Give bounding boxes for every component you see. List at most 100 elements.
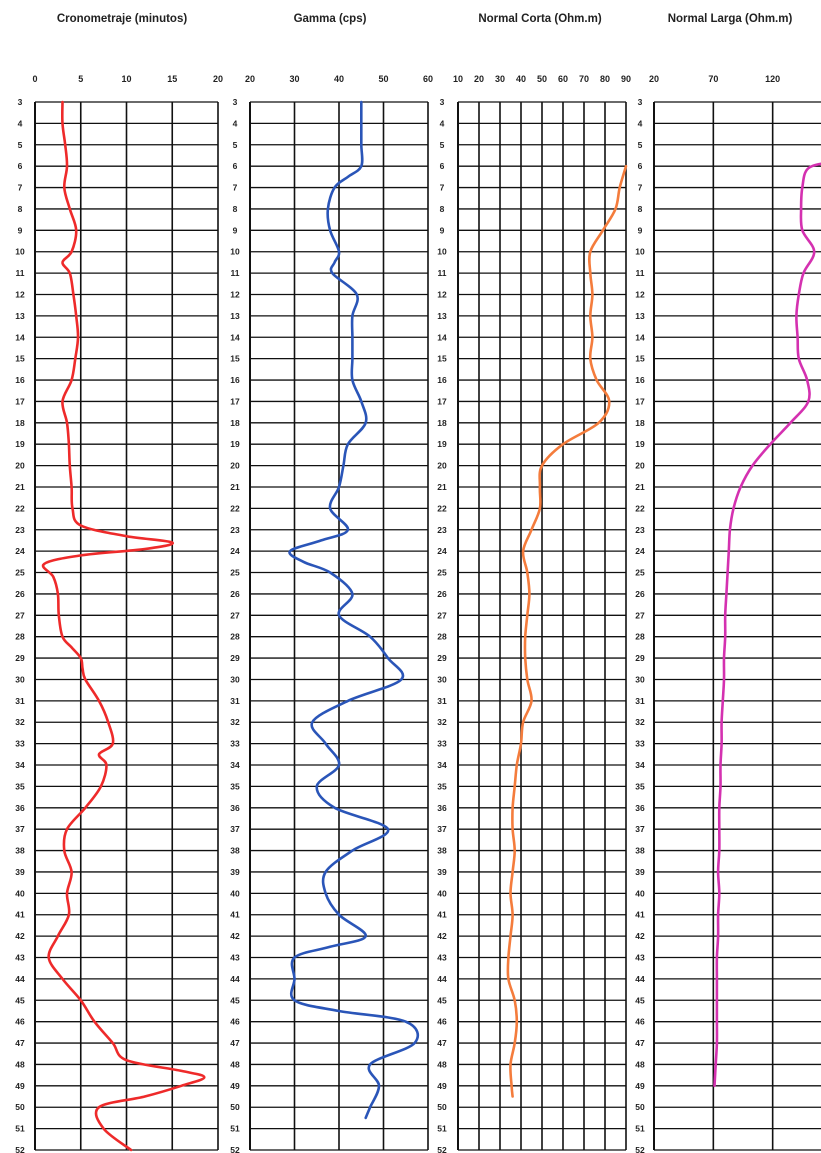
depth-label: 31	[15, 696, 25, 706]
series-line	[506, 164, 628, 1098]
depth-label: 23	[437, 525, 447, 535]
value-tick-label: 20	[649, 74, 659, 84]
value-tick-label: 5	[78, 74, 83, 84]
depth-label: 12	[15, 289, 25, 299]
depth-label: 26	[437, 589, 447, 599]
value-tick-label: 0	[32, 74, 37, 84]
depth-label: 11	[16, 268, 25, 278]
depth-label: 15	[15, 354, 25, 364]
depth-label: 34	[15, 760, 25, 770]
depth-label: 41	[15, 910, 25, 920]
depth-label: 24	[15, 546, 25, 556]
depth-label: 42	[230, 931, 240, 941]
depth-label: 24	[437, 546, 447, 556]
depth-label: 38	[437, 846, 447, 856]
depth-label: 39	[635, 867, 645, 877]
panel-title: Normal Corta (Ohm.m)	[478, 13, 601, 25]
depth-label: 22	[15, 503, 25, 513]
depth-label: 13	[230, 311, 240, 321]
depth-label: 30	[230, 674, 240, 684]
depth-label: 14	[230, 332, 240, 342]
depth-label: 18	[635, 418, 645, 428]
depth-label: 9	[638, 225, 643, 235]
depth-label: 19	[230, 439, 240, 449]
depth-label: 28	[230, 632, 240, 642]
depth-label: 26	[15, 589, 25, 599]
depth-label: 42	[437, 931, 447, 941]
depth-label: 16	[15, 375, 25, 385]
depth-label: 31	[635, 696, 645, 706]
value-tick-label: 40	[334, 74, 344, 84]
depth-label: 17	[230, 396, 240, 406]
log-panel-4: Normal Larga (Ohm.m)34567891011121314151…	[635, 13, 821, 1153]
depth-label: 37	[635, 824, 645, 834]
depth-label: 35	[635, 781, 645, 791]
depth-label: 36	[15, 803, 25, 813]
depth-label: 24	[635, 546, 645, 556]
depth-label: 48	[437, 1059, 447, 1069]
depth-label: 52	[230, 1145, 240, 1153]
depth-label: 29	[437, 653, 447, 663]
value-tick-label: 30	[289, 74, 299, 84]
depth-label: 3	[18, 97, 23, 107]
depth-label: 7	[638, 183, 643, 193]
depth-label: 50	[15, 1102, 25, 1112]
depth-label: 16	[635, 375, 645, 385]
depth-label: 36	[635, 803, 645, 813]
depth-label: 33	[230, 739, 240, 749]
depth-label: 34	[635, 760, 645, 770]
depth-label: 32	[230, 717, 240, 727]
depth-label: 23	[635, 525, 645, 535]
depth-label: 32	[437, 717, 447, 727]
depth-label: 32	[15, 717, 25, 727]
depth-label: 21	[437, 482, 447, 492]
depth-label: 23	[230, 525, 240, 535]
depth-label: 7	[233, 183, 238, 193]
depth-label: 19	[15, 439, 25, 449]
depth-label: 51	[230, 1124, 240, 1134]
value-tick-label: 20	[245, 74, 255, 84]
depth-label: 40	[230, 888, 240, 898]
depth-label: 49	[635, 1081, 645, 1091]
depth-label: 18	[15, 418, 25, 428]
series-line	[288, 100, 420, 1120]
depth-label: 4	[18, 118, 23, 128]
depth-label: 15	[230, 354, 240, 364]
depth-label: 29	[15, 653, 25, 663]
depth-label: 38	[635, 846, 645, 856]
panel-title: Cronometraje (minutos)	[57, 13, 188, 25]
depth-label: 10	[230, 247, 240, 257]
depth-label: 32	[635, 717, 645, 727]
depth-label: 11	[438, 268, 447, 278]
depth-label: 37	[230, 824, 240, 834]
depth-label: 39	[437, 867, 447, 877]
depth-label: 12	[437, 289, 447, 299]
depth-label: 48	[15, 1059, 25, 1069]
depth-label: 8	[638, 204, 643, 214]
depth-label: 22	[635, 503, 645, 513]
depth-label: 35	[230, 781, 240, 791]
depth-label: 33	[635, 739, 645, 749]
depth-label: 21	[15, 482, 25, 492]
depth-label: 39	[15, 867, 25, 877]
depth-label: 23	[15, 525, 25, 535]
depth-label: 3	[638, 97, 643, 107]
depth-label: 9	[233, 225, 238, 235]
depth-label: 42	[15, 931, 25, 941]
depth-label: 45	[437, 995, 447, 1005]
depth-label: 50	[437, 1102, 447, 1112]
series-line	[41, 100, 206, 1152]
depth-label: 42	[635, 931, 645, 941]
depth-label: 20	[15, 461, 25, 471]
depth-label: 36	[437, 803, 447, 813]
depth-label: 28	[635, 632, 645, 642]
depth-label: 41	[230, 910, 240, 920]
depth-label: 3	[233, 97, 238, 107]
depth-label: 4	[233, 118, 238, 128]
depth-label: 43	[437, 953, 447, 963]
depth-label: 38	[230, 846, 240, 856]
depth-label: 11	[636, 268, 645, 278]
depth-label: 21	[230, 482, 240, 492]
depth-label: 45	[635, 995, 645, 1005]
depth-label: 30	[437, 674, 447, 684]
